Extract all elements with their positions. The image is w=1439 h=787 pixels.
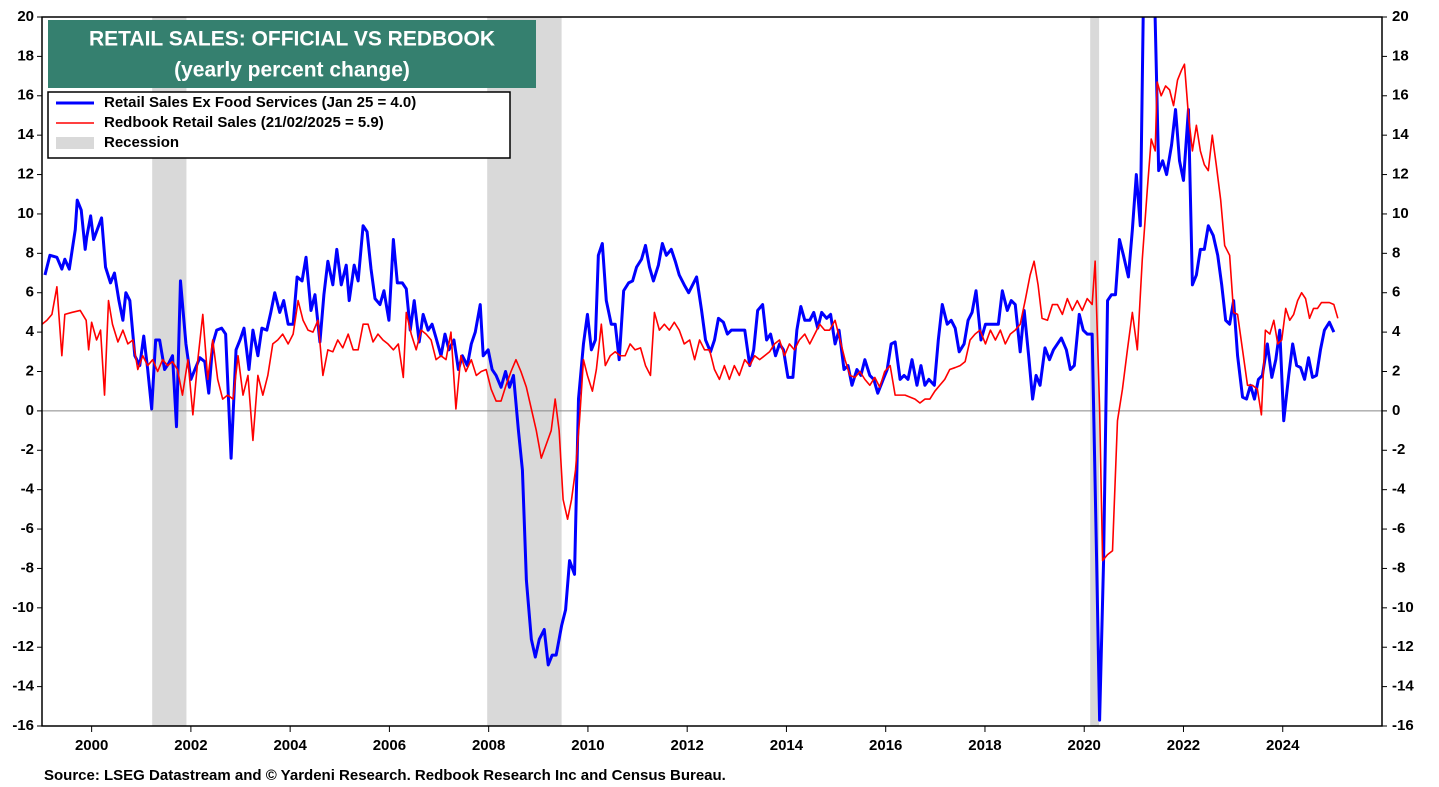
- y-tick-label: 2: [26, 362, 34, 379]
- y2-tick-label: 8: [1392, 244, 1400, 261]
- x-tick-label: 2012: [670, 737, 703, 754]
- y-tick-label: 12: [17, 166, 34, 183]
- y-tick-label: -4: [21, 481, 35, 498]
- chart-title: RETAIL SALES: OFFICIAL VS REDBOOK: [89, 28, 495, 51]
- y-tick-label: -2: [21, 441, 34, 458]
- recession-band: [1090, 17, 1100, 726]
- y-tick-label: -8: [21, 559, 34, 576]
- y2-tick-label: 20: [1392, 8, 1409, 25]
- series-line: [42, 63, 1339, 562]
- legend-label: Recession: [104, 134, 179, 151]
- x-tick-label: 2006: [373, 737, 406, 754]
- x-tick-label: 2024: [1266, 737, 1300, 754]
- axis-layer: -16-14-12-10-8-6-4-202468101214161820-16…: [12, 8, 1414, 754]
- x-tick-label: 2022: [1167, 737, 1200, 754]
- chart-subtitle: (yearly percent change): [174, 59, 410, 82]
- y-tick-label: -10: [12, 599, 34, 616]
- y2-tick-label: -4: [1392, 481, 1406, 498]
- y2-tick-label: 12: [1392, 166, 1409, 183]
- plot-frame: [41, 16, 1383, 727]
- y2-tick-label: -14: [1392, 678, 1414, 695]
- y2-tick-label: 0: [1392, 402, 1400, 419]
- x-tick-label: 2018: [968, 737, 1001, 754]
- y2-tick-label: 4: [1392, 323, 1401, 340]
- x-tick-label: 2016: [869, 737, 902, 754]
- y-tick-label: 14: [17, 126, 34, 143]
- y-tick-label: 16: [17, 87, 34, 104]
- x-tick-label: 2008: [472, 737, 505, 754]
- y2-tick-label: 10: [1392, 205, 1409, 222]
- x-tick-label: 2014: [770, 737, 804, 754]
- y2-tick-label: -12: [1392, 638, 1414, 655]
- y-tick-label: 20: [17, 8, 34, 25]
- y2-tick-label: 2: [1392, 362, 1400, 379]
- series-line: [43, 17, 1336, 722]
- legend-box: [47, 91, 511, 159]
- y-tick-label: 0: [26, 402, 34, 419]
- y2-tick-label: 14: [1392, 126, 1409, 143]
- y2-tick-label: -10: [1392, 599, 1414, 616]
- legend-swatch: [56, 137, 94, 149]
- title-box: RETAIL SALES: OFFICIAL VS REDBOOK (yearl…: [48, 20, 536, 88]
- y-tick-label: -12: [12, 638, 34, 655]
- legend-label: Retail Sales Ex Food Services (Jan 25 = …: [104, 94, 416, 111]
- legend: Retail Sales Ex Food Services (Jan 25 = …: [47, 91, 511, 159]
- y2-tick-label: 16: [1392, 87, 1409, 104]
- y-tick-label: 6: [26, 284, 34, 301]
- y-tick-label: -6: [21, 520, 34, 537]
- y2-tick-label: -16: [1392, 717, 1414, 734]
- y-tick-label: 4: [26, 323, 35, 340]
- title-background: [48, 20, 536, 88]
- x-tick-label: 2020: [1068, 737, 1101, 754]
- line-layer: [42, 17, 1339, 722]
- y-tick-label: 18: [17, 47, 34, 64]
- x-tick-label: 2002: [174, 737, 207, 754]
- y2-tick-label: 18: [1392, 47, 1409, 64]
- y-tick-label: 8: [26, 244, 34, 261]
- y2-tick-label: -8: [1392, 559, 1405, 576]
- x-tick-label: 2010: [571, 737, 604, 754]
- legend-label: Redbook Retail Sales (21/02/2025 = 5.9): [104, 114, 384, 131]
- y2-tick-label: -2: [1392, 441, 1405, 458]
- source-note: Source: LSEG Datastream and © Yardeni Re…: [44, 767, 726, 784]
- y-tick-label: 10: [17, 205, 34, 222]
- y-tick-label: -16: [12, 717, 34, 734]
- y-tick-label: -14: [12, 678, 34, 695]
- x-tick-label: 2000: [75, 737, 108, 754]
- x-tick-label: 2004: [273, 737, 307, 754]
- y2-tick-label: 6: [1392, 284, 1400, 301]
- y2-tick-label: -6: [1392, 520, 1405, 537]
